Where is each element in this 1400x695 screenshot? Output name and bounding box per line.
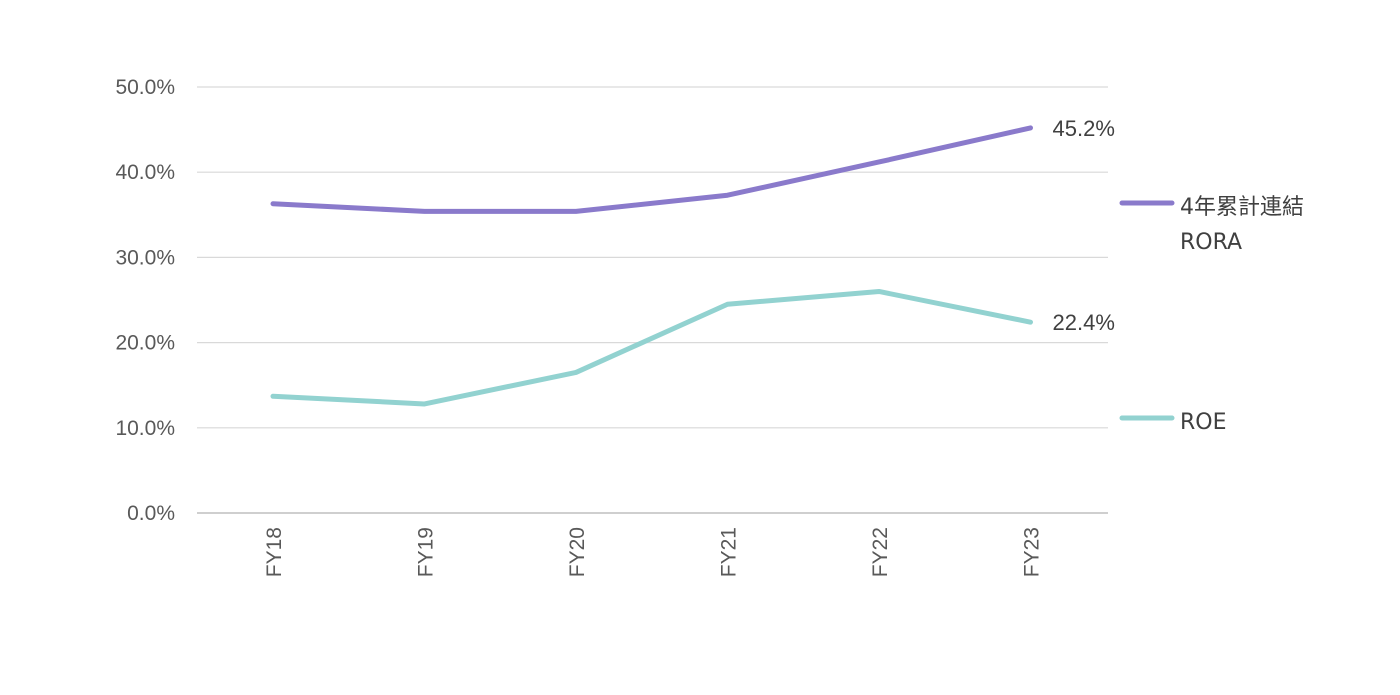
- legend-label: ROE: [1180, 410, 1227, 435]
- x-tick-label: FY21: [718, 527, 741, 577]
- series-line: [270, 288, 1033, 407]
- data-label: 22.4%: [1053, 310, 1115, 335]
- y-tick-label: 40.0%: [115, 161, 175, 184]
- x-tick-label: FY22: [869, 527, 892, 577]
- data-labels: 45.2% 22.4%: [1053, 116, 1115, 335]
- series-lines: [270, 125, 1033, 407]
- series-line: [270, 125, 1033, 214]
- y-tick-label: 0.0%: [127, 502, 175, 525]
- x-tick-label: FY19: [415, 527, 438, 577]
- x-axis-tick-labels: FY18 FY19 FY20 FY21 FY22 FY23: [263, 527, 1044, 577]
- gridlines: [197, 86, 1108, 514]
- legend-label: RORA: [1180, 230, 1242, 255]
- data-label: 45.2%: [1053, 116, 1115, 141]
- y-tick-label: 50.0%: [115, 76, 175, 99]
- x-tick-label: FY18: [263, 527, 286, 577]
- legend: 4年累計連結 RORA ROE: [1119, 195, 1304, 435]
- x-tick-label: FY23: [1021, 527, 1044, 577]
- legend-label: 4年累計連結: [1180, 195, 1304, 220]
- y-tick-label: 30.0%: [115, 246, 175, 269]
- y-tick-label: 10.0%: [115, 417, 175, 440]
- y-axis-tick-labels: 0.0% 10.0% 20.0% 30.0% 40.0% 50.0%: [115, 76, 175, 525]
- x-tick-label: FY20: [566, 527, 589, 577]
- y-tick-label: 20.0%: [115, 332, 175, 355]
